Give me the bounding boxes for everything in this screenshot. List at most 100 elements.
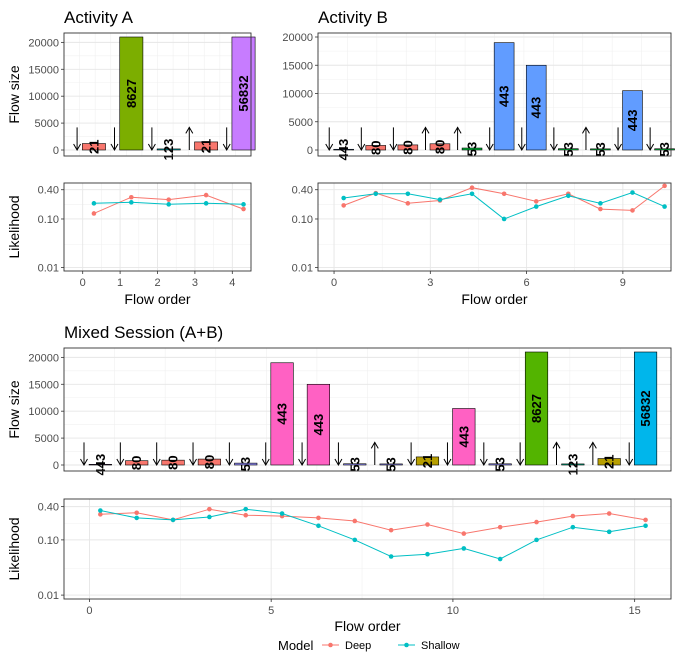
series-line-deep	[100, 508, 646, 535]
data-point-shallow	[91, 201, 97, 206]
y-tick-label: 0	[53, 145, 59, 157]
bar	[415, 456, 440, 466]
direction-arrow-head-up	[588, 441, 597, 449]
data-point-deep	[134, 510, 139, 516]
legend-label-shallow: Shallow	[421, 640, 460, 652]
bar-value-label: 53	[493, 457, 508, 471]
direction-arrow-head-down	[298, 458, 307, 466]
bar	[270, 362, 294, 466]
bar-value-label: 21	[420, 454, 435, 468]
data-point-deep	[630, 208, 635, 213]
y-tick-label: 0.40	[292, 185, 313, 197]
data-point-shallow	[662, 204, 667, 209]
bar-value-label: 80	[166, 455, 181, 469]
data-point-shallow	[425, 551, 430, 557]
y-tick-label: 0.10	[292, 214, 313, 226]
bar-value-label: 443	[311, 414, 326, 436]
data-point-shallow	[316, 523, 321, 529]
y-tick-label: 15000	[282, 60, 313, 72]
bar	[156, 148, 181, 151]
y-tick-label: 0.10	[38, 535, 59, 547]
data-point-shallow	[533, 204, 539, 209]
x-tick-label: 1	[117, 277, 123, 289]
direction-arrow-head-down	[479, 458, 488, 466]
direction-arrow-head-down	[152, 458, 161, 466]
data-point-shallow	[405, 191, 411, 197]
y-axis-title: Flow size	[6, 380, 22, 439]
panel-border	[317, 182, 672, 272]
bar-value-label: 53	[465, 142, 480, 156]
y-tick-label: 10000	[28, 91, 59, 103]
bar	[461, 147, 483, 151]
data-point-shallow	[170, 517, 176, 523]
data-point-deep	[352, 518, 358, 524]
direction-arrow-head-down	[73, 143, 82, 151]
direction-arrow-head-down	[357, 143, 366, 151]
series-line-shallow	[100, 508, 646, 560]
x-tick-label: 15	[629, 605, 641, 617]
bar	[88, 464, 112, 466]
bar-value-label: 8627	[124, 79, 139, 108]
activity-b-likelihood-panel: 0.01 0.10 0.40 0 3 6 9 Flow order	[292, 182, 672, 307]
bar-value-label: 80	[129, 456, 144, 470]
data-point-deep	[570, 513, 576, 519]
direction-arrow-head-down	[225, 458, 234, 466]
direction-arrow-head-down	[407, 458, 416, 466]
y-tick-label: 5000	[35, 118, 59, 130]
direction-arrow-head-down	[646, 143, 655, 151]
data-point-shallow	[134, 515, 139, 521]
bar-value-label: 443	[93, 454, 108, 476]
y-tick-label: 10000	[282, 89, 313, 101]
bar	[125, 460, 149, 466]
bar	[231, 36, 256, 151]
x-tick-label: 6	[524, 277, 530, 289]
direction-arrow-head-down	[443, 458, 452, 466]
bar-value-label: 80	[432, 140, 447, 154]
data-point-shallow	[534, 537, 539, 543]
bar-value-label: 53	[593, 142, 608, 156]
bar	[194, 141, 219, 151]
x-tick-label: 3	[427, 277, 433, 289]
y-tick-label: 0.10	[38, 214, 59, 226]
direction-arrow-head-up	[552, 441, 561, 449]
bar	[306, 383, 330, 466]
y-tick-label: 20000	[282, 32, 313, 44]
data-point-shallow	[643, 523, 648, 529]
bar	[234, 462, 258, 466]
bar	[379, 463, 403, 466]
data-point-deep	[241, 206, 246, 212]
y-tick-label: 0.01	[38, 590, 59, 602]
direction-arrow-head-down	[222, 143, 231, 151]
panel-border	[63, 498, 672, 600]
data-point-shallow	[630, 190, 635, 195]
data-point-deep	[534, 519, 539, 525]
data-point-shallow	[469, 191, 475, 197]
bar	[590, 148, 611, 151]
direction-arrow-head-up	[421, 126, 430, 134]
bar	[343, 463, 367, 466]
activity-a-size-panel: 0 5000 10000 15000 20000 21 8627 123 21 56832 Acti…	[6, 8, 256, 160]
y-tick-label: 0.01	[38, 263, 59, 275]
bar	[197, 458, 221, 466]
bar	[82, 143, 106, 151]
y-tick-label: 15000	[28, 379, 59, 391]
y-tick-label: 0.40	[38, 185, 59, 197]
data-point-shallow	[566, 193, 571, 199]
y-tick-label: 5000	[35, 433, 59, 445]
panel-border	[63, 347, 672, 472]
y-tick-label: 0	[307, 145, 313, 157]
data-point-shallow	[207, 514, 212, 520]
x-axis-title: Flow order	[334, 618, 400, 634]
panel-background	[64, 499, 671, 599]
direction-arrow-head-down	[516, 458, 525, 466]
data-point-shallow	[570, 524, 576, 530]
y-tick-label: 20000	[28, 37, 59, 49]
mixed-session-size-panel: 0 5000 10000 15000 20000 443 80 80 80 53 443 443 53 5…	[6, 323, 672, 476]
y-tick-label: 0	[53, 460, 59, 472]
bar-value-label: 80	[202, 455, 217, 469]
y-tick-label: 5000	[289, 117, 313, 129]
x-tick-label: 5	[268, 605, 274, 617]
x-axis-title: Flow order	[124, 291, 190, 307]
data-point-shallow	[501, 216, 507, 222]
x-tick-label: 10	[447, 605, 459, 617]
